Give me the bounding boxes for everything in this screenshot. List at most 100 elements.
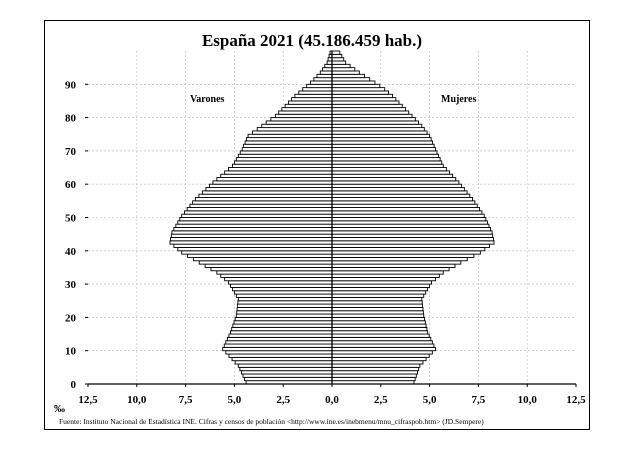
bar-mujeres: [331, 237, 494, 242]
x-tick-label: 7,5: [179, 394, 193, 406]
population-pyramid-chart: España 2021 (45.186.459 hab.) 12,5 10,0 7,…: [54, 31, 586, 426]
bar-mujeres: [331, 293, 425, 298]
bar-mujeres: [331, 283, 431, 288]
bar-varones: [173, 227, 333, 232]
bar-varones: [247, 133, 333, 139]
bar-varones: [173, 243, 333, 248]
bar-varones: [179, 217, 333, 222]
bar-varones: [192, 200, 333, 205]
bar-varones: [236, 310, 333, 315]
bar-varones: [183, 210, 333, 215]
bar-varones: [201, 190, 333, 195]
bar-varones: [232, 323, 333, 328]
bar-varones: [177, 220, 333, 225]
bar-varones: [281, 107, 333, 112]
series-label-varones: Varones: [190, 94, 225, 105]
bar-mujeres: [331, 363, 421, 368]
bar-varones: [231, 163, 333, 169]
x-tick-label: 5,0: [423, 394, 437, 406]
bar-varones: [243, 143, 333, 149]
bar-mujeres: [331, 120, 419, 125]
bar-mujeres: [331, 270, 444, 275]
bar-varones: [225, 340, 333, 345]
bar-mujeres: [331, 127, 425, 132]
chart-frame: España 2021 (45.186.459 hab.) 12,5 10,0 7,…: [44, 20, 590, 430]
bar-mujeres: [331, 203, 478, 208]
bar-mujeres: [331, 70, 360, 75]
bar-varones: [302, 87, 333, 92]
source-note: Fuente: Instituto Nacional de Estadístic…: [59, 417, 484, 426]
bar-mujeres: [331, 100, 400, 105]
bar-mujeres: [331, 60, 347, 65]
bar-mujeres: [331, 117, 416, 122]
y-tick-label: 80: [65, 113, 77, 125]
bar-mujeres: [331, 217, 487, 222]
bar-mujeres: [331, 107, 407, 112]
bar-mujeres: [331, 167, 447, 172]
x-tick-label: 2,5: [374, 394, 388, 406]
bar-varones: [186, 207, 333, 212]
chart-title: España 2021 (45.186.459 hab.): [202, 31, 422, 50]
bar-varones: [230, 330, 333, 335]
bar-varones: [270, 117, 333, 122]
bar-mujeres: [331, 183, 463, 188]
series-label-mujeres: Mujeres: [441, 94, 476, 105]
bar-mujeres: [331, 356, 427, 362]
bar-varones: [234, 360, 333, 365]
bar-varones: [220, 173, 333, 178]
bar-mujeres: [331, 87, 386, 92]
bar-mujeres: [331, 336, 432, 342]
bar-mujeres: [331, 133, 431, 139]
bar-mujeres: [331, 97, 397, 102]
bar-mujeres: [331, 227, 491, 232]
bar-varones: [230, 283, 333, 288]
bar-varones: [192, 257, 333, 262]
bar-mujeres: [331, 230, 493, 235]
bar-varones: [222, 346, 333, 352]
bar-mujeres: [331, 247, 486, 252]
bar-varones: [210, 266, 333, 272]
bar-mujeres: [331, 323, 427, 328]
bar-mujeres: [331, 326, 428, 332]
bar-varones: [231, 326, 333, 332]
bar-varones: [240, 370, 333, 375]
bar-mujeres: [331, 213, 485, 218]
bar-varones: [284, 103, 333, 109]
y-tick-label: 60: [65, 179, 77, 191]
bar-varones: [228, 167, 333, 172]
bar-varones: [181, 250, 333, 255]
bar-mujeres: [331, 53, 343, 59]
y-tick-label: 50: [65, 213, 77, 225]
bar-varones: [228, 333, 333, 338]
bar-mujeres: [331, 173, 454, 178]
bar-mujeres: [331, 103, 403, 109]
bar-varones: [225, 350, 333, 355]
bar-mujeres: [331, 140, 433, 145]
bar-mujeres: [331, 343, 435, 348]
bar-mujeres: [331, 90, 390, 95]
bar-varones: [261, 123, 333, 129]
bar-varones: [310, 80, 333, 85]
y-tick-label: 40: [65, 246, 77, 258]
bar-mujeres: [331, 137, 432, 142]
bar-mujeres: [331, 373, 417, 378]
bar-varones: [198, 193, 333, 198]
bar-varones: [194, 197, 333, 202]
bar-varones: [298, 90, 333, 95]
y-tick-labels: 0 10 20 30 40 50 60 70 80 90: [65, 79, 77, 391]
bar-varones: [326, 60, 333, 65]
bar-mujeres: [331, 233, 494, 238]
bar-varones: [252, 130, 333, 135]
bar-varones: [278, 110, 333, 115]
bar-mujeres: [331, 220, 488, 225]
bar-mujeres: [331, 77, 371, 82]
x-tick-labels: 12,5 10,0 7,5 5,0 2,5 0,0 2,5 5,0 7,5 10,0 12,5: [78, 394, 586, 406]
bar-varones: [198, 260, 333, 265]
bar-varones: [313, 77, 333, 82]
bar-varones: [274, 113, 333, 119]
bar-mujeres: [331, 353, 430, 358]
bar-varones: [244, 140, 333, 145]
bar-mujeres: [331, 73, 366, 79]
bar-mujeres: [331, 123, 423, 129]
bar-varones: [175, 223, 333, 228]
